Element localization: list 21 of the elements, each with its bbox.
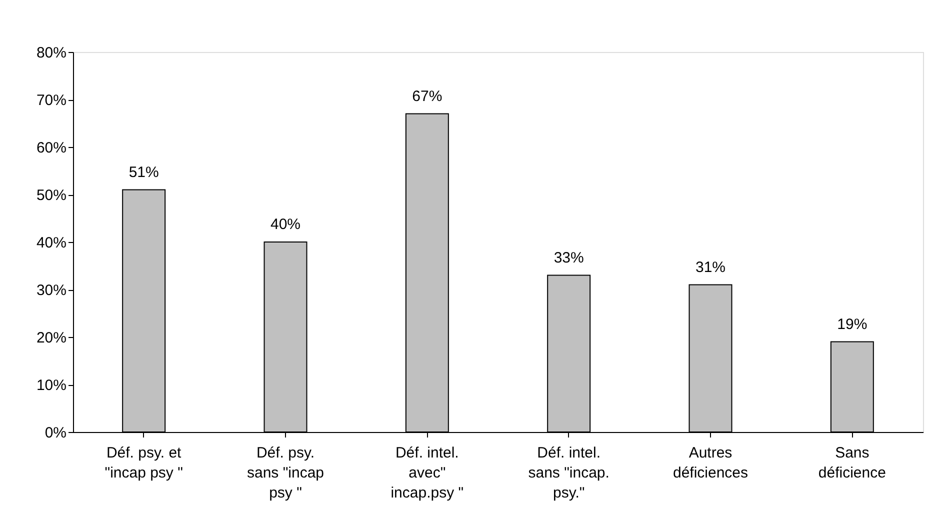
y-tick-label: 70% [36, 92, 66, 109]
y-tick-label: 10% [36, 377, 66, 394]
data-label: 31% [695, 258, 726, 276]
x-tick-label: Déf. psy. et "incap psy " [104, 444, 183, 482]
y-tick-label: 50% [36, 187, 66, 204]
y-tick-label: 80% [36, 44, 66, 62]
data-label: 67% [412, 88, 442, 105]
data-label: 40% [270, 216, 301, 233]
data-label: 51% [128, 164, 159, 181]
y-tick-label: 20% [36, 330, 66, 346]
x-tick-label: Déf. psy. sans "incap psy " [246, 444, 324, 502]
x-tick-label: Autres déficiences [672, 444, 748, 482]
y-tick-label: 60% [36, 140, 66, 156]
y-tick-label: 0% [44, 424, 66, 442]
data-label: 33% [554, 249, 584, 266]
y-tick-label: 30% [36, 282, 66, 299]
data-label: 19% [837, 316, 868, 333]
x-tick-label: Déf. intel. avec" incap.psy " [390, 444, 464, 502]
x-tick-label: Déf. intel. sans "incap. psy." [528, 444, 610, 502]
x-tick-label: Sans déficience [818, 444, 886, 482]
y-tick-label: 40% [36, 234, 66, 252]
